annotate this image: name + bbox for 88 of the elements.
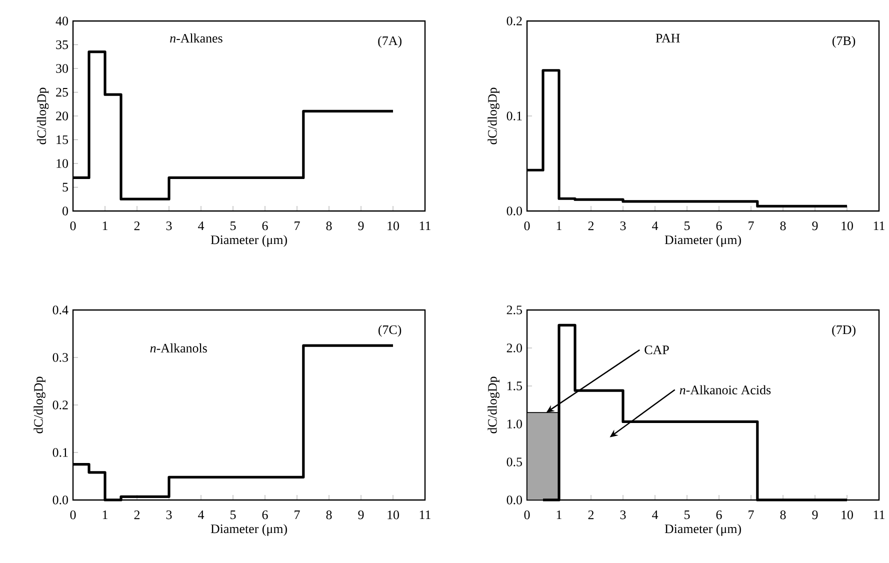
x-tick-label: 1 [102, 510, 108, 520]
y-axis-title: dC/dlogDp [488, 376, 500, 434]
y-tick-label: 35 [56, 40, 68, 50]
x-axis-title: Diameter (μm) [664, 235, 741, 247]
y-tick-label: 1.5 [507, 382, 522, 390]
y-axis-title: dC/dlogDp [36, 88, 49, 144]
y-tick-label: 30 [56, 64, 68, 73]
x-tick-label: 8 [780, 222, 786, 230]
y-tick-label: 2.0 [506, 344, 522, 352]
x-tick-label: 10 [842, 510, 853, 520]
y-tick-label: 25 [56, 88, 68, 97]
x-tick-label: 4 [652, 510, 658, 520]
annotation: (7B) [832, 36, 856, 48]
x-axis-title: Diameter (μm) [664, 524, 741, 536]
x-tick-label: 3 [620, 221, 626, 230]
y-tick-label: 40 [56, 16, 68, 26]
x-tick-label: 7 [748, 510, 754, 519]
x-tick-label: 3 [166, 221, 172, 230]
annotation: (7A) [378, 36, 402, 48]
x-tick-label: 9 [812, 221, 818, 230]
y-tick-label: 0.2 [506, 16, 522, 26]
annotation: (7C) [378, 325, 402, 337]
x-tick-label: 5 [684, 510, 690, 520]
x-tick-label: 10 [388, 222, 399, 230]
y-tick-label: 20 [56, 112, 68, 120]
y-tick-label: 0.4 [52, 306, 68, 314]
x-tick-label: 0 [70, 222, 76, 230]
x-tick-label: 8 [326, 222, 332, 230]
x-tick-label: 8 [780, 510, 786, 520]
y-tick-label: 0.2 [52, 400, 68, 410]
x-tick-label: 3 [166, 510, 172, 520]
x-tick-label: 3 [620, 510, 626, 520]
annotation: (7D) [832, 325, 856, 337]
y-tick-label: 0.1 [52, 448, 68, 457]
text: n-Alkanes [170, 34, 222, 43]
y-tick-label: 0.0 [506, 206, 522, 216]
x-tick-label: 7 [294, 221, 300, 230]
y-tick-label: 0 [62, 206, 68, 216]
x-tick-label: 0 [524, 222, 530, 230]
annotation: n-Alkanoic Acids [680, 385, 771, 394]
x-tick-label: 0 [70, 510, 76, 520]
y-tick-label: 0.1 [506, 112, 522, 120]
x-tick-label: 11 [420, 510, 430, 520]
x-tick-label: 9 [358, 510, 364, 520]
x-tick-label: 7 [294, 510, 300, 519]
x-tick-label: 2 [588, 510, 594, 520]
x-tick-label: 1 [102, 222, 108, 230]
x-tick-label: 1 [556, 222, 562, 230]
x-tick-label: 4 [198, 221, 204, 230]
y-tick-label: 0.3 [52, 353, 68, 362]
x-tick-label: 6 [262, 221, 268, 230]
y-tick-label: 0.0 [506, 496, 522, 504]
x-tick-label: 10 [388, 510, 399, 520]
y-axis-title: dC/dlogDp [488, 88, 500, 144]
x-tick-label: 11 [874, 222, 884, 230]
x-tick-label: 5 [230, 221, 236, 230]
x-tick-label: 5 [684, 221, 690, 230]
x-tick-label: 11 [420, 222, 430, 230]
x-tick-label: 4 [198, 510, 204, 520]
x-tick-label: 1 [556, 510, 562, 520]
text: PAH [656, 34, 680, 42]
x-tick-label: 2 [134, 510, 140, 520]
x-axis-title: Diameter (μm) [210, 235, 287, 247]
x-tick-label: 5 [230, 510, 236, 520]
y-tick-label: 10 [56, 159, 68, 168]
x-tick-label: 11 [874, 510, 884, 520]
x-tick-label: 2 [134, 221, 140, 230]
x-tick-label: 9 [812, 510, 818, 520]
x-tick-label: 4 [652, 221, 658, 230]
y-tick-label: 0.0 [52, 496, 68, 504]
x-tick-label: 8 [326, 510, 332, 520]
annotation: CAP [644, 346, 669, 354]
x-tick-label: 9 [358, 221, 364, 230]
x-tick-label: 6 [716, 510, 722, 520]
y-tick-label: 0.5 [506, 458, 522, 466]
x-tick-label: 2 [588, 221, 594, 230]
y-tick-label: 15 [56, 135, 68, 144]
x-tick-label: 0 [524, 510, 530, 520]
x-tick-label: 7 [748, 221, 754, 230]
x-axis-title: Diameter (μm) [210, 524, 287, 536]
y-axis-title: dC/dlogDp [34, 376, 46, 434]
y-tick-label: 2.5 [506, 306, 522, 314]
x-tick-label: 6 [262, 510, 268, 520]
x-tick-label: 10 [842, 222, 853, 230]
y-tick-label: 1.0 [507, 420, 522, 428]
x-tick-label: 6 [716, 221, 722, 230]
y-tick-label: 5 [62, 182, 68, 192]
text: n-Alkanols [150, 343, 207, 353]
